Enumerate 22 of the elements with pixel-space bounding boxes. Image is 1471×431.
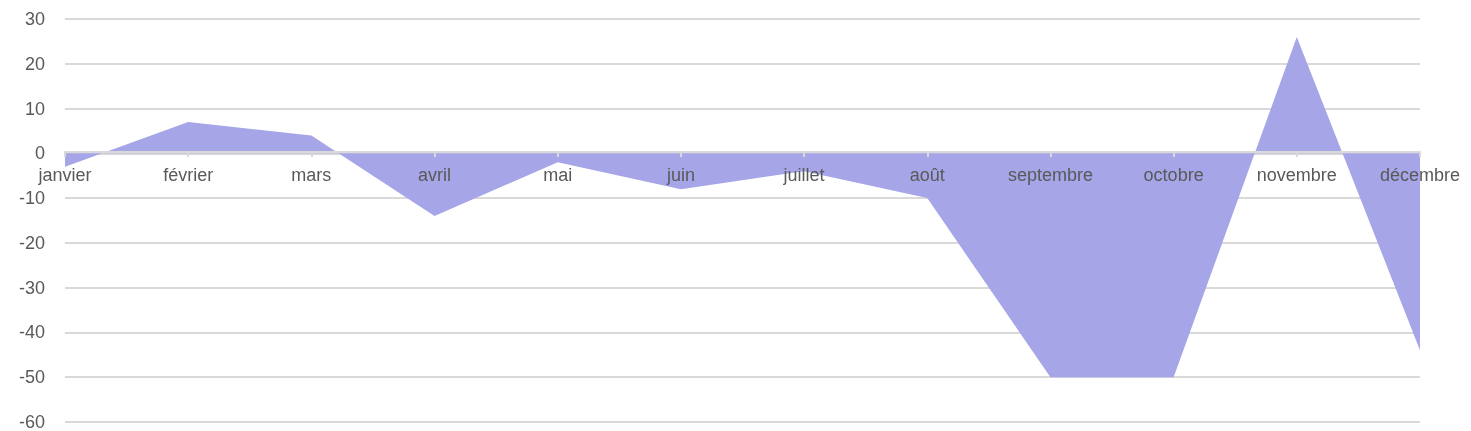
y-tick-label: -30 — [18, 277, 45, 298]
x-tick-label: juin — [665, 165, 695, 185]
y-tick-label: 0 — [34, 143, 45, 164]
x-tick-label: septembre — [1007, 165, 1093, 185]
y-tick-label: 30 — [24, 9, 45, 29]
y-tick-label: 20 — [24, 53, 45, 74]
x-tick-label: mai — [543, 165, 573, 185]
x-tick-label: mars — [291, 165, 332, 185]
y-tick-label: -40 — [18, 322, 45, 343]
x-tick-label: janvier — [37, 165, 92, 185]
x-tick-label: août — [909, 165, 945, 185]
x-tick-label: avril — [418, 165, 452, 185]
y-tick-label: -20 — [18, 232, 45, 253]
y-tick-label: -60 — [18, 412, 45, 431]
x-tick-label: novembre — [1256, 165, 1337, 185]
x-tick-label: juillet — [782, 165, 825, 185]
y-tick-label: -50 — [18, 367, 45, 388]
y-tick-label: 10 — [24, 98, 45, 119]
x-tick-label: février — [163, 165, 214, 185]
y-tick-label: -10 — [18, 188, 45, 209]
x-tick-label: décembre — [1379, 165, 1460, 185]
x-tick-label: octobre — [1143, 165, 1204, 185]
